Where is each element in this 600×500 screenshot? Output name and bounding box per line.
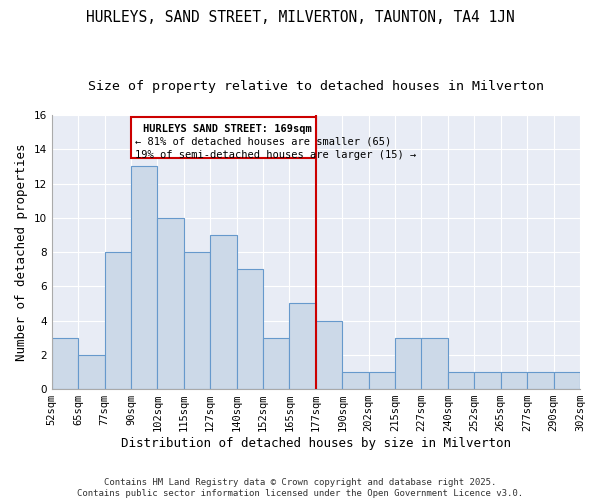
Text: HURLEYS, SAND STREET, MILVERTON, TAUNTON, TA4 1JN: HURLEYS, SAND STREET, MILVERTON, TAUNTON… [86,10,514,25]
Bar [395,338,421,389]
Bar [475,372,501,389]
Bar [52,338,78,389]
Bar [501,372,527,389]
Bar [236,269,263,389]
Bar [78,355,104,389]
Bar [368,372,395,389]
Text: 19% of semi-detached houses are larger (15) →: 19% of semi-detached houses are larger (… [135,150,416,160]
Bar [157,218,184,389]
Bar [210,235,236,389]
Bar [184,252,210,389]
Bar [263,338,289,389]
Bar [527,372,554,389]
Title: Size of property relative to detached houses in Milverton: Size of property relative to detached ho… [88,80,544,93]
Bar [342,372,368,389]
Text: Contains HM Land Registry data © Crown copyright and database right 2025.
Contai: Contains HM Land Registry data © Crown c… [77,478,523,498]
Bar [289,304,316,389]
Bar [316,320,342,389]
Text: HURLEYS SAND STREET: 169sqm: HURLEYS SAND STREET: 169sqm [143,124,312,134]
X-axis label: Distribution of detached houses by size in Milverton: Distribution of detached houses by size … [121,437,511,450]
Text: ← 81% of detached houses are smaller (65): ← 81% of detached houses are smaller (65… [135,136,391,146]
Y-axis label: Number of detached properties: Number of detached properties [15,144,28,361]
Bar [448,372,475,389]
Bar [104,252,131,389]
FancyBboxPatch shape [131,116,316,158]
Bar [421,338,448,389]
Bar [554,372,580,389]
Bar [131,166,157,389]
